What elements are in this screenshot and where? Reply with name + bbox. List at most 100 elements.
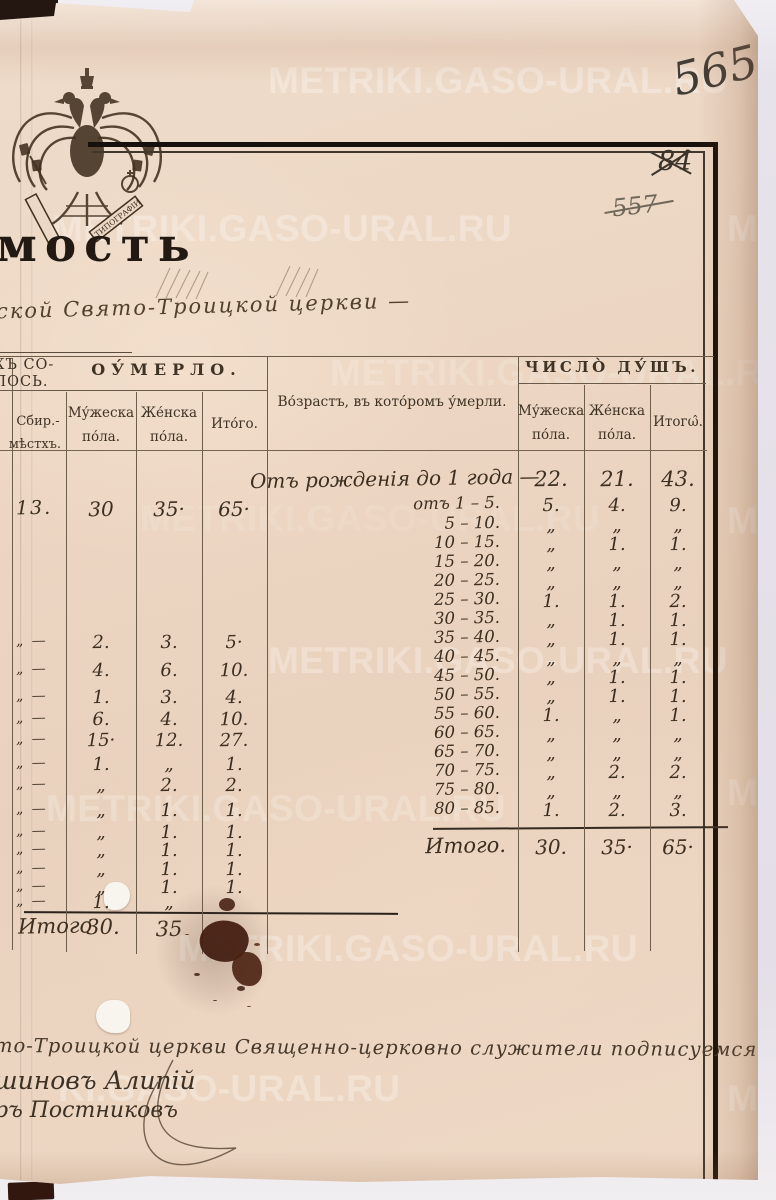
male-count-cell: 4. bbox=[92, 659, 110, 682]
female-count-cell: 3. bbox=[160, 631, 178, 654]
sub-column-header: Сбир.- bbox=[16, 414, 60, 429]
male-count-cell: 22. bbox=[534, 466, 568, 492]
female-count-cell: „ bbox=[612, 704, 622, 727]
total-count-cell: 2. bbox=[669, 761, 687, 784]
table-line bbox=[518, 383, 706, 385]
total-count-cell: 2. bbox=[669, 590, 687, 613]
sub-column-header: мѣстхъ. bbox=[8, 437, 62, 452]
total-count-cell: 9. bbox=[669, 494, 687, 517]
total-count-cell: „ bbox=[673, 723, 683, 746]
female-count-cell: „ bbox=[612, 571, 622, 594]
male-count-cell: 6. bbox=[92, 708, 110, 731]
table-line bbox=[584, 385, 586, 951]
table-line bbox=[0, 356, 714, 358]
female-count-cell: 1. bbox=[608, 666, 626, 689]
ditto-cell: „ — bbox=[15, 859, 48, 877]
male-count-cell: „ bbox=[546, 514, 556, 537]
female-count-cell: „ bbox=[164, 753, 174, 776]
total-count-cell: „ bbox=[673, 514, 683, 537]
male-count-cell: „ bbox=[546, 571, 556, 594]
paper-sheet: METRIKI.GASO-URAL.RU METRIKI.GASO-URAL.R… bbox=[0, 0, 758, 1184]
male-count-cell: 1. bbox=[92, 891, 110, 914]
column-header-male: по́ла. bbox=[531, 427, 571, 443]
female-count-cell: „ bbox=[612, 647, 622, 670]
total-count-cell: 1. bbox=[669, 704, 687, 727]
male-count-cell: 1. bbox=[92, 753, 110, 776]
table-line bbox=[267, 356, 269, 954]
male-count-cell: „ bbox=[546, 647, 556, 670]
fold-crease bbox=[31, 20, 34, 1180]
column-header-male: по́ла. bbox=[81, 429, 121, 445]
total-count-cell: „ bbox=[673, 552, 683, 575]
signature-flourish bbox=[143, 1059, 237, 1166]
age-range-cell: Отъ рожденія до 1 года — bbox=[249, 464, 540, 494]
male-count-cell: „ bbox=[96, 839, 106, 862]
table-line bbox=[202, 392, 204, 954]
partial-column-header: ХЪ СО- bbox=[0, 357, 55, 373]
female-count-cell: „ bbox=[612, 723, 622, 746]
table-line bbox=[518, 356, 520, 952]
female-count-cell: 4. bbox=[608, 494, 626, 517]
female-count-cell: 35· bbox=[152, 496, 186, 522]
ditto-cell: „ — bbox=[15, 660, 48, 678]
ditto-cell: „ — bbox=[15, 754, 48, 772]
male-count-cell: „ bbox=[546, 533, 556, 556]
table-line bbox=[66, 392, 68, 952]
total-count-cell: 1. bbox=[669, 685, 687, 708]
total-count-cell: 1. bbox=[225, 876, 243, 899]
ditto-cell: „ — bbox=[15, 892, 48, 910]
female-count-cell: 1. bbox=[160, 839, 178, 862]
male-count-cell: 15· bbox=[86, 729, 116, 752]
female-count-cell: 2. bbox=[160, 774, 178, 797]
female-count-cell: „ bbox=[612, 552, 622, 575]
ditto-cell: „ — bbox=[15, 730, 48, 748]
female-count-cell: „ bbox=[612, 514, 622, 537]
female-count-cell: 1. bbox=[608, 628, 626, 651]
male-count-cell: 2. bbox=[92, 631, 110, 654]
female-count-cell: „ bbox=[164, 891, 174, 914]
female-count-cell: 1. bbox=[608, 533, 626, 556]
male-count-cell: 1. bbox=[542, 590, 560, 613]
female-count-cell: „ bbox=[612, 742, 622, 765]
column-header-total: Ито́го. bbox=[211, 416, 258, 432]
column-header-female: Же́нска bbox=[140, 405, 198, 421]
age-column-header: Во́зрастъ, въ кото́ромъ у́мерли. bbox=[277, 394, 507, 410]
total-count-cell: 1. bbox=[669, 666, 687, 689]
page-title-fragment: мость bbox=[0, 218, 198, 273]
pen-hatch-marks bbox=[155, 265, 319, 300]
total-count-cell: 3. bbox=[669, 799, 687, 822]
frame-top bbox=[88, 142, 718, 147]
column-header-female: по́ла. bbox=[597, 427, 637, 443]
watermark: METRIKI.GASO-URAL.RU bbox=[268, 60, 729, 101]
table-line bbox=[0, 352, 132, 354]
imperial-eagle-stamp-icon: ТИПОГРАФІИ bbox=[12, 68, 162, 245]
ditto-cell: „ — bbox=[15, 800, 48, 818]
male-count-cell: „ bbox=[546, 685, 556, 708]
total-sum: 65· bbox=[661, 834, 695, 860]
male-count-cell: „ bbox=[96, 799, 106, 822]
total-count-cell: „ bbox=[673, 742, 683, 765]
table-line bbox=[0, 390, 267, 392]
total-separator-right bbox=[432, 826, 729, 830]
age-range-cell: 80 – 85. bbox=[433, 797, 501, 818]
ditto-cell: „ — bbox=[15, 632, 48, 650]
female-count-cell: 3. bbox=[160, 686, 178, 709]
page-number: 565 bbox=[666, 34, 764, 107]
partial-column-header: ЛОСЬ. bbox=[0, 374, 49, 390]
male-count-cell: „ bbox=[546, 628, 556, 651]
male-count-cell: 1. bbox=[542, 704, 560, 727]
ditto-cell: „ — bbox=[15, 775, 48, 793]
column-header-total: Итогω̂. bbox=[653, 414, 703, 430]
ditto-cell: 13. bbox=[15, 496, 53, 520]
total-male: 30. bbox=[86, 914, 120, 940]
ditto-cell: „ — bbox=[15, 840, 48, 858]
column-header-female: по́ла. bbox=[149, 429, 189, 445]
female-count-cell: 1. bbox=[608, 590, 626, 613]
ditto-cell: „ — bbox=[15, 709, 48, 727]
table-line bbox=[650, 385, 652, 951]
total-count-cell: „ bbox=[673, 780, 683, 803]
total-count-cell: „ bbox=[673, 647, 683, 670]
frame-right-inner bbox=[703, 151, 705, 1183]
male-count-cell: „ bbox=[96, 774, 106, 797]
ink-blot bbox=[232, 952, 262, 986]
